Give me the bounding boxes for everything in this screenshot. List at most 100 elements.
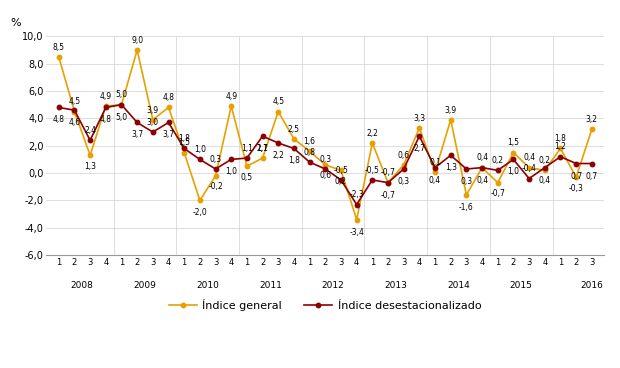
Text: 1,5: 1,5 (178, 138, 190, 147)
Text: 2016: 2016 (580, 282, 603, 290)
Text: 4,5: 4,5 (68, 97, 81, 106)
Índice desestacionalizado (541, 165, 549, 170)
Legend: Índice general, Índice desestacionalizado: Índice general, Índice desestacionalizad… (165, 294, 486, 315)
Índice desestacionalizado (243, 156, 250, 160)
Text: 4,8: 4,8 (53, 116, 64, 124)
Índice general (353, 217, 360, 222)
Índice desestacionalizado (479, 165, 486, 170)
Text: 3,3: 3,3 (414, 114, 425, 123)
Índice desestacionalizado (306, 160, 313, 164)
Text: 2008: 2008 (71, 282, 94, 290)
Text: 0,8: 0,8 (304, 148, 316, 157)
Text: 9,0: 9,0 (131, 36, 143, 45)
Índice general (541, 168, 549, 173)
Índice general (369, 141, 376, 145)
Text: 2010: 2010 (197, 282, 219, 290)
Índice general (447, 117, 454, 122)
Text: 1,5: 1,5 (507, 138, 520, 147)
Índice general (290, 137, 298, 141)
Índice desestacionalizado (510, 157, 517, 162)
Text: 0,2: 0,2 (539, 156, 551, 165)
Text: 3,9: 3,9 (147, 106, 159, 114)
Text: 0,4: 0,4 (476, 153, 488, 162)
Text: 3,9: 3,9 (445, 106, 457, 114)
Text: 1,6: 1,6 (304, 137, 316, 146)
Text: 0,3: 0,3 (460, 177, 472, 186)
Text: 0,4: 0,4 (523, 153, 535, 162)
Text: 5,0: 5,0 (115, 91, 128, 99)
Índice desestacionalizado (588, 161, 596, 166)
Índice desestacionalizado (275, 141, 282, 145)
Índice general (400, 163, 407, 167)
Text: 2015: 2015 (510, 282, 533, 290)
Índice general (588, 127, 596, 131)
Text: -3,4: -3,4 (349, 227, 364, 237)
Índice general (572, 175, 580, 180)
Text: 1,8: 1,8 (554, 134, 567, 143)
Text: 4,8: 4,8 (162, 93, 174, 102)
Índice general (180, 151, 188, 155)
Text: 4,9: 4,9 (225, 92, 237, 101)
Índice general (415, 126, 423, 130)
Text: 4,8: 4,8 (100, 116, 112, 124)
Índice desestacionalizado (557, 155, 564, 159)
Índice general (102, 104, 110, 108)
Text: 0,4: 0,4 (429, 176, 441, 185)
Índice general (133, 48, 141, 52)
Índice desestacionalizado (447, 153, 454, 158)
Índice desestacionalizado (400, 167, 407, 171)
Text: 2,5: 2,5 (288, 125, 300, 134)
Text: 0,2: 0,2 (492, 156, 504, 165)
Índice desestacionalizado (432, 165, 439, 170)
Text: 2013: 2013 (384, 282, 407, 290)
Text: 3,7: 3,7 (162, 131, 175, 139)
Text: 0,4: 0,4 (539, 176, 551, 185)
Índice desestacionalizado (415, 134, 423, 138)
Índice desestacionalizado (118, 103, 125, 107)
Text: 0,5: 0,5 (241, 173, 253, 182)
Text: 1,0: 1,0 (225, 167, 237, 176)
Text: 3,7: 3,7 (131, 131, 143, 139)
Text: -0,5: -0,5 (365, 166, 380, 175)
Índice general (337, 168, 345, 173)
Text: 2,7: 2,7 (257, 144, 268, 153)
Text: 2014: 2014 (447, 282, 470, 290)
Índice general (479, 165, 486, 170)
Text: -1,6: -1,6 (459, 203, 474, 212)
Índice desestacionalizado (212, 167, 219, 171)
Text: 3,0: 3,0 (147, 118, 159, 127)
Text: 0,1: 0,1 (429, 158, 441, 166)
Text: 5,0: 5,0 (115, 113, 128, 122)
Text: -0,5: -0,5 (334, 166, 348, 175)
Índice general (510, 151, 517, 155)
Índice general (165, 105, 172, 110)
Text: 2,4: 2,4 (84, 126, 96, 135)
Text: 4,5: 4,5 (272, 97, 285, 106)
Índice desestacionalizado (259, 134, 267, 138)
Índice general (86, 153, 94, 158)
Text: 0,3: 0,3 (397, 177, 410, 186)
Text: -0,7: -0,7 (490, 189, 505, 198)
Índice general (275, 109, 282, 114)
Índice desestacionalizado (228, 157, 235, 162)
Text: 0,7: 0,7 (570, 171, 582, 181)
Text: 1,1: 1,1 (257, 144, 268, 153)
Text: 2012: 2012 (322, 282, 345, 290)
Text: %: % (10, 18, 20, 28)
Índice desestacionalizado (149, 130, 157, 134)
Índice desestacionalizado (133, 120, 141, 125)
Text: 1,0: 1,0 (194, 145, 206, 154)
Text: -0,2: -0,2 (208, 183, 223, 191)
Índice general (259, 156, 267, 160)
Índice general (196, 198, 203, 203)
Text: -0,4: -0,4 (521, 164, 536, 173)
Text: 0,6: 0,6 (319, 171, 331, 180)
Text: 1,0: 1,0 (507, 167, 520, 176)
Text: 4,9: 4,9 (100, 92, 112, 101)
Índice general (55, 54, 63, 59)
Índice general (243, 164, 250, 169)
Text: 1,1: 1,1 (241, 144, 253, 153)
Text: 3,2: 3,2 (586, 115, 598, 124)
Índice general (228, 104, 235, 108)
Text: 4,6: 4,6 (68, 118, 81, 127)
